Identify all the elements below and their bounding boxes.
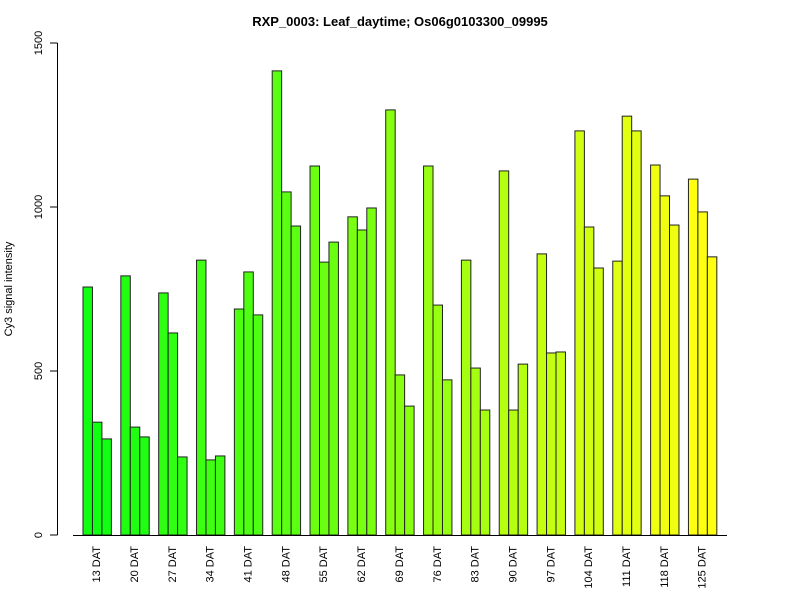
- bar: [214, 455, 226, 536]
- bar: [233, 308, 245, 536]
- bar: [139, 436, 150, 536]
- bar: [621, 115, 633, 536]
- y-tick-label: 1000: [33, 195, 45, 219]
- y-tick-label: 0: [33, 532, 45, 538]
- bar: [432, 304, 443, 536]
- bar: [281, 191, 292, 536]
- bar: [196, 259, 207, 536]
- bar: [158, 292, 169, 536]
- x-tick-label: 111 DAT: [621, 546, 633, 587]
- chart-title: RXP_0003: Leaf_daytime; Os06g0103300_099…: [252, 14, 548, 29]
- bar: [82, 286, 93, 536]
- x-tick-label: 83 DAT: [470, 546, 482, 583]
- bar: [536, 253, 548, 536]
- y-axis: 0 500 1000 1500: [33, 31, 58, 538]
- bar: [593, 267, 604, 536]
- x-tick-label: 41 DAT: [243, 546, 255, 583]
- bar: [385, 109, 396, 536]
- bar: [659, 195, 671, 536]
- bar: [243, 271, 254, 536]
- x-tick-label: 62 DAT: [356, 546, 368, 583]
- bars: [82, 70, 718, 536]
- bar: [574, 130, 585, 536]
- bar: [631, 130, 642, 536]
- x-tick-label: 13 DAT: [91, 546, 103, 583]
- x-tick-label: 48 DAT: [280, 546, 292, 583]
- bar: [404, 405, 415, 536]
- x-axis-labels: 13 DAT 20 DAT 27 DAT 34 DAT 41 DAT 48 DAT 55 D…: [91, 546, 708, 589]
- x-tick-label: 55 DAT: [318, 546, 330, 583]
- bar: [394, 374, 406, 536]
- bar: [290, 225, 302, 536]
- bar: [498, 170, 510, 536]
- bar: [555, 351, 566, 536]
- bar: [101, 438, 112, 536]
- bar: [252, 314, 264, 536]
- bar: [423, 165, 434, 536]
- bar: [319, 261, 330, 536]
- x-tick-label: 104 DAT: [583, 546, 595, 589]
- x-tick-label: 20 DAT: [129, 546, 141, 583]
- bar: [309, 165, 321, 536]
- bar: [91, 421, 103, 536]
- bar: [508, 409, 519, 536]
- x-tick-label: 27 DAT: [167, 546, 179, 583]
- bar: [205, 459, 216, 536]
- x-tick-label: 97 DAT: [545, 546, 557, 583]
- bar: [441, 379, 453, 536]
- x-tick-label: 118 DAT: [659, 546, 671, 588]
- bar: [479, 409, 491, 536]
- bar: [612, 260, 623, 536]
- bar: [177, 456, 188, 536]
- bar: [517, 363, 529, 536]
- bar: [583, 226, 595, 536]
- bar: [328, 241, 339, 536]
- bar: [167, 332, 179, 536]
- x-tick-label: 69 DAT: [394, 546, 406, 583]
- bar: [347, 216, 358, 536]
- y-tick-label: 500: [33, 362, 45, 380]
- bar: [650, 164, 661, 536]
- bar: [366, 207, 377, 536]
- bar: [271, 70, 283, 536]
- bar: [706, 256, 718, 536]
- x-tick-label: 34 DAT: [205, 546, 217, 583]
- bar: [460, 259, 472, 536]
- x-tick-label: 90 DAT: [507, 546, 519, 583]
- bar: [546, 352, 557, 536]
- y-tick-label: 1500: [33, 31, 45, 55]
- bar: [356, 229, 368, 536]
- bar: [129, 426, 141, 536]
- bar: [697, 211, 708, 536]
- bar: [687, 178, 699, 536]
- bar: [470, 367, 481, 536]
- bar: [669, 224, 680, 536]
- y-axis-label: Cy3 signal intensity: [3, 241, 15, 336]
- bar: [120, 275, 131, 536]
- x-tick-label: 76 DAT: [432, 546, 444, 583]
- x-tick-label: 125 DAT: [697, 546, 709, 589]
